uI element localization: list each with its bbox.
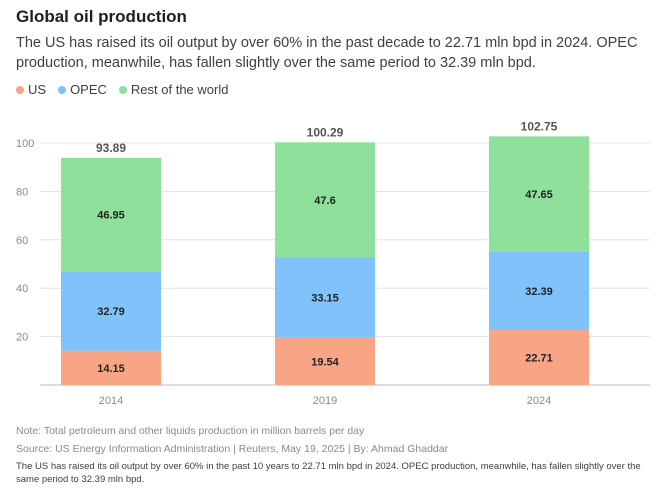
total-label: 93.89 — [96, 141, 126, 155]
legend-dot-rest — [118, 85, 127, 94]
legend: US OPEC Rest of the world — [16, 82, 228, 97]
legend-label-opec: OPEC — [70, 82, 107, 97]
y-tick-label: 80 — [16, 186, 28, 198]
chart-title: Global oil production — [16, 7, 187, 26]
data-label: 14.15 — [97, 363, 125, 375]
bar-segment-opec-2024 — [489, 251, 589, 331]
x-tick-label: 2024 — [527, 395, 551, 407]
bar-segment-rest-of-the-world-2024 — [489, 136, 589, 252]
stacked-bar-chart: 20 40 60 80 100 14.15 32.79 46.95 93.89 2014 19.54… — [16, 119, 650, 407]
bar-segment-opec-2019 — [275, 257, 375, 338]
data-label: 32.79 — [97, 306, 125, 318]
legend-item-opec: OPEC — [58, 82, 107, 97]
data-label: 22.71 — [525, 353, 553, 365]
caption: The US has raised its oil output by over… — [16, 461, 641, 485]
bar-segment-us-2019 — [275, 337, 375, 385]
source-line: Source: US Energy Information Administra… — [16, 443, 449, 455]
y-tick-label: 20 — [16, 332, 28, 344]
data-label: 19.54 — [311, 356, 339, 368]
data-label: 46.95 — [97, 210, 125, 222]
legend-dot-us — [16, 85, 24, 94]
bar-segment-opec-2014 — [61, 271, 161, 351]
legend-item-us: US — [16, 82, 46, 97]
y-tick-label: 40 — [16, 283, 28, 295]
x-tick-label: 2014 — [99, 395, 123, 407]
data-label: 33.15 — [311, 293, 339, 305]
y-tick-label: 100 — [16, 138, 34, 150]
legend-dot-opec — [58, 85, 67, 94]
data-label: 47.65 — [525, 189, 553, 201]
total-label: 100.29 — [307, 125, 344, 139]
chart-subtitle: The US has raised its oil output by over… — [16, 35, 638, 71]
data-label: 47.6 — [314, 195, 335, 207]
footnote: Note: Total petroleum and other liquids … — [16, 425, 365, 437]
legend-label-rest: Rest of the world — [130, 82, 229, 97]
total-label: 102.75 — [521, 119, 558, 133]
bar-segment-us-2014 — [61, 350, 161, 385]
data-label: 32.39 — [525, 286, 553, 298]
bar-segment-rest-of-the-world-2019 — [275, 142, 375, 258]
bar-segment-us-2024 — [489, 330, 589, 385]
x-tick-label: 2019 — [313, 395, 337, 407]
y-tick-label: 60 — [16, 235, 28, 247]
legend-item-rest: Rest of the world — [118, 82, 229, 97]
bar-segment-rest-of-the-world-2014 — [61, 157, 161, 272]
legend-label-us: US — [28, 82, 47, 97]
